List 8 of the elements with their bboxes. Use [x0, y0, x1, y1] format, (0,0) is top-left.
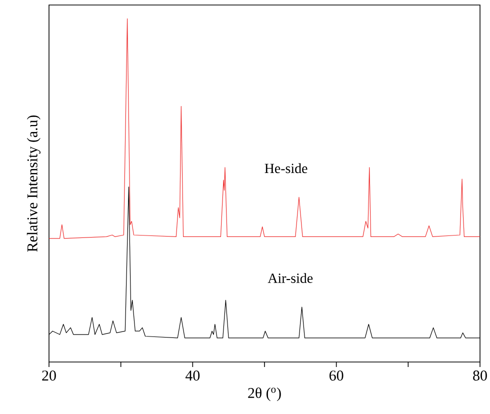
- x-tick-label: 60: [330, 370, 344, 381]
- x-tick-label: 40: [186, 370, 200, 381]
- series-label: He-side: [264, 163, 308, 174]
- x-axis-title: 2θ ($^{o}$): [248, 387, 281, 402]
- series-label: Air-side: [268, 273, 313, 283]
- y-axis-title: Relative Intensity (a.u): [26, 115, 40, 252]
- x-tick-label: 80: [473, 370, 487, 381]
- x-tick-label: 20: [42, 370, 56, 381]
